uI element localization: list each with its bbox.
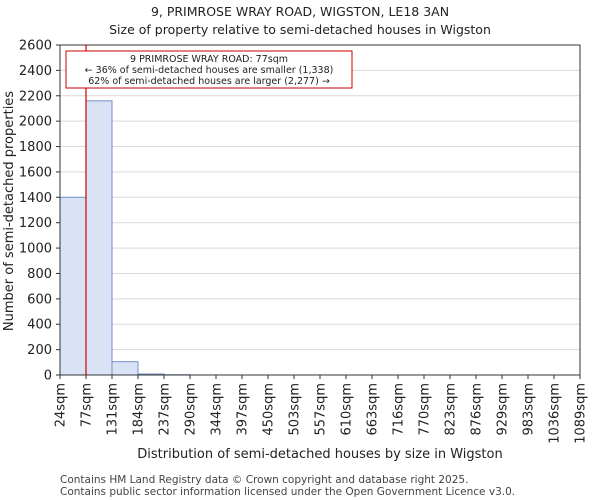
y-tick-label-2600: 2600 xyxy=(19,39,52,54)
x-tick-label-397sqm: 397sqm xyxy=(236,383,251,436)
annotation-line-3: 62% of semi-detached houses are larger (… xyxy=(88,76,330,87)
y-ticks: 0 200 400 600 800 1000 1200 1400 1600 1800 2000 220… xyxy=(19,39,60,384)
x-tick-label-663sqm: 663sqm xyxy=(366,383,381,436)
y-tick-label-0: 0 xyxy=(44,369,52,384)
x-tick-label-610sqm: 610sqm xyxy=(340,383,355,436)
footer-line-2: Contains public sector information licen… xyxy=(60,486,515,498)
x-ticks: 24sqm 77sqm 131sqm 184sqm 237sqm 290sqm 344sqm… xyxy=(54,375,589,444)
x-tick-label-1089sqm: 1089sqm xyxy=(574,383,589,444)
x-tick-label-503sqm: 503sqm xyxy=(288,383,303,436)
x-tick-label-344sqm: 344sqm xyxy=(210,383,225,436)
y-tick-label-1600: 1600 xyxy=(19,165,52,180)
x-tick-label-237sqm: 237sqm xyxy=(158,383,173,436)
x-tick-label-929sqm: 929sqm xyxy=(496,383,511,436)
x-tick-label-1036sqm: 1036sqm xyxy=(548,383,563,444)
y-tick-label-2000: 2000 xyxy=(19,115,52,130)
x-tick-label-77sqm: 77sqm xyxy=(80,383,95,427)
bar-131sqm xyxy=(111,361,139,376)
x-tick-label-450sqm: 450sqm xyxy=(262,383,277,436)
footer-line-1: Contains HM Land Registry data © Crown c… xyxy=(60,474,468,486)
x-tick-label-983sqm: 983sqm xyxy=(522,383,537,436)
x-tick-label-131sqm: 131sqm xyxy=(106,383,121,436)
chart-title: 9, PRIMROSE WRAY ROAD, WIGSTON, LE18 3AN xyxy=(151,4,449,19)
y-tick-label-600: 600 xyxy=(27,292,52,307)
y-tick-label-1800: 1800 xyxy=(19,140,52,155)
x-tick-label-716sqm: 716sqm xyxy=(392,383,407,436)
annotation-line-1: 9 PRIMROSE WRAY ROAD: 77sqm xyxy=(130,54,288,65)
annotation-frame xyxy=(65,50,353,89)
y-axis-label: Number of semi-detached properties xyxy=(2,91,17,331)
x-tick-label-290sqm: 290sqm xyxy=(184,383,199,436)
chart-subtitle: Size of property relative to semi-detach… xyxy=(109,22,491,37)
y-tick-label-1200: 1200 xyxy=(19,216,52,231)
bars xyxy=(59,100,191,376)
y-tick-label-400: 400 xyxy=(27,318,52,333)
bar-77sqm xyxy=(85,100,113,376)
x-axis-label: Distribution of semi-detached houses by … xyxy=(137,447,502,462)
y-tick-label-1400: 1400 xyxy=(19,191,52,206)
x-tick-label-770sqm: 770sqm xyxy=(418,383,433,436)
y-tick-label-2200: 2200 xyxy=(19,89,52,104)
x-tick-label-184sqm: 184sqm xyxy=(132,383,147,436)
x-tick-label-823sqm: 823sqm xyxy=(444,383,459,436)
annotation-box: 9 PRIMROSE WRAY ROAD: 77sqm ← 36% of sem… xyxy=(65,50,353,89)
x-tick-label-24sqm: 24sqm xyxy=(54,383,69,427)
y-tick-label-200: 200 xyxy=(27,343,52,358)
y-tick-label-800: 800 xyxy=(27,267,52,282)
grid-lines xyxy=(60,44,580,376)
x-tick-label-557sqm: 557sqm xyxy=(314,383,329,436)
x-tick-label-876sqm: 876sqm xyxy=(470,383,485,436)
plot-frame xyxy=(59,44,581,376)
y-tick-label-2400: 2400 xyxy=(19,64,52,79)
annotation-line-2: ← 36% of semi-detached houses are smalle… xyxy=(85,65,334,76)
y-tick-label-1000: 1000 xyxy=(19,242,52,257)
bar-24sqm xyxy=(59,196,87,376)
